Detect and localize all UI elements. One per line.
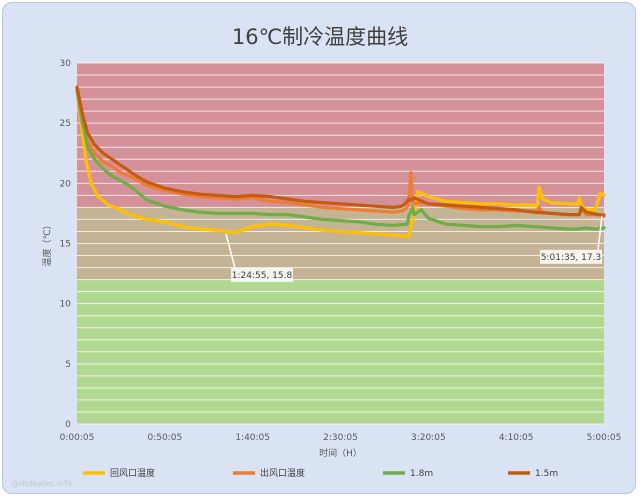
series-line-1 (75, 87, 606, 217)
y-tick-label: 10 (60, 300, 72, 310)
series-line-2 (75, 87, 606, 231)
x-tick-label: 5:00:05 (587, 433, 622, 443)
x-axis-label: 时间（H） (319, 447, 362, 459)
annotation-label: 1:24:55, 15.8 (232, 271, 293, 281)
series-layer (75, 85, 606, 238)
y-tick-label: 15 (60, 240, 71, 250)
annotation-box (540, 249, 602, 264)
y-tick-label: 0 (65, 420, 71, 430)
watermark: @rhdbytes.info (11, 479, 72, 488)
y-axis-label: 温度（℃） (41, 220, 53, 266)
chart-frame: 16℃制冷温度曲线 0 5 10 15 20 25 30 0:00:05 0:50:05 1:4… (2, 2, 636, 494)
annotation-layer: 1:24:55, 15.8 5:01:35, 17.3 (225, 215, 603, 282)
x-tick-label: 0:50:05 (147, 433, 182, 443)
legend-item-label: 1.8m (410, 469, 433, 479)
x-tick-layer: 0:00:05 0:50:05 1:40:05 2:30:05 3:20:05 4:10:… (60, 433, 622, 443)
y-tick-label: 30 (60, 59, 72, 69)
line-chart: 0 5 10 15 20 25 30 0:00:05 0:50:05 1:40:05 2:30:0… (41, 59, 622, 479)
legend-item-label: 出风口温度 (260, 467, 305, 479)
annotation-box (230, 267, 293, 282)
annotation-leader (597, 215, 603, 250)
grid-layer (77, 62, 604, 425)
legend-item-label: 回风口温度 (110, 467, 155, 479)
y-tick-label: 25 (60, 119, 71, 129)
y-tick-label: 20 (60, 179, 72, 189)
y-tick-label: 5 (65, 360, 71, 370)
y-tick-layer: 0 5 10 15 20 25 30 (60, 59, 72, 430)
legend: 回风口温度 出风口温度 1.8m 1.5m (83, 467, 558, 479)
x-tick-label: 4:10:05 (499, 433, 534, 443)
series-line-3 (75, 85, 606, 218)
legend-item-label: 1.5m (535, 469, 558, 479)
annotation-leader (225, 233, 236, 269)
annotation-label: 5:01:35, 17.3 (541, 253, 601, 263)
chart-title: 16℃制冷温度曲线 (231, 25, 409, 49)
x-tick-label: 1:40:05 (235, 433, 270, 443)
series-line-0 (75, 87, 606, 238)
x-tick-label: 3:20:05 (411, 433, 446, 443)
x-tick-label: 2:30:05 (323, 433, 358, 443)
x-tick-label: 0:00:05 (60, 433, 95, 443)
